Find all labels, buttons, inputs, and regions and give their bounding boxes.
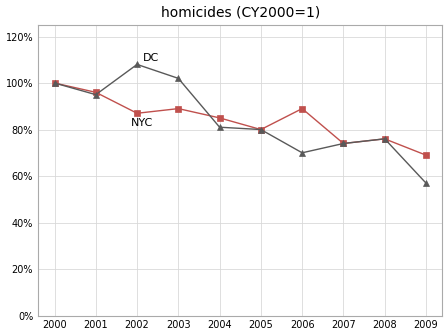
Text: NYC: NYC [131, 118, 153, 128]
Text: DC: DC [143, 53, 159, 63]
Title: homicides (CY2000=1): homicides (CY2000=1) [161, 6, 320, 19]
